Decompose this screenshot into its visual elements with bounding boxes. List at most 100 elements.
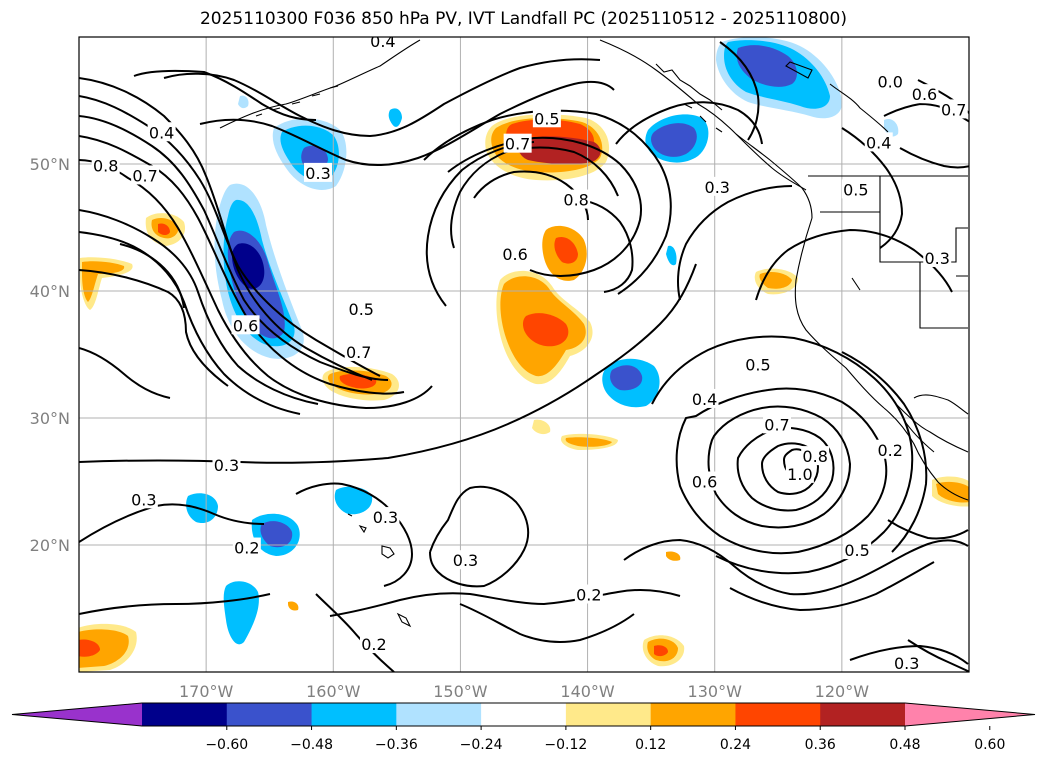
contour-line — [79, 503, 265, 543]
neg-region — [186, 493, 218, 524]
contour-label: 0.6 — [692, 473, 717, 492]
aleutian-islands — [255, 85, 339, 117]
contour-line — [677, 185, 793, 301]
contour-line — [79, 269, 229, 387]
colorbar-tick-label: 0.60 — [974, 737, 1005, 753]
contour-label-bg — [785, 463, 814, 483]
contour-label: 0.5 — [844, 541, 869, 560]
mexico-mainland — [913, 394, 969, 415]
contour-line — [329, 588, 681, 617]
lon-tick-label: 140°W — [560, 682, 615, 701]
pos-region — [654, 645, 668, 657]
contour-label: 0.3 — [373, 508, 398, 527]
contour-line — [707, 405, 852, 529]
lat-tick-label: 40°N — [30, 282, 70, 301]
longitude-labels: 170°W 160°W 150°W 140°W 130°W 120°W — [179, 682, 869, 701]
contour-label: 0.2 — [361, 635, 386, 654]
colorbar-tick-label: 0.12 — [635, 737, 666, 753]
contour-label-bg — [344, 341, 373, 361]
contour-label-bg — [147, 122, 176, 142]
contour-label-bg — [212, 454, 241, 474]
coastlines — [219, 39, 969, 628]
contour-label: 0.8 — [93, 156, 118, 175]
colorbar-tick-label: −0.24 — [460, 737, 503, 753]
plot-title: 2025110300 F036 850 hPa PV, IVT Landfall… — [199, 9, 847, 29]
contour-line — [79, 593, 271, 615]
contour-label-bg — [864, 132, 893, 152]
contour-labels: 0.40.80.7 0.30.40.50.60.70.50.70.80.60.30… — [91, 32, 968, 673]
contour-label: 0.7 — [764, 415, 789, 434]
contour-label-bg — [801, 446, 830, 466]
contour-label-bg — [743, 354, 772, 374]
contour-label-bg — [690, 388, 719, 408]
contour-label: 0.6 — [233, 316, 258, 335]
contour-line — [119, 243, 185, 309]
latitude-labels: 20°N 30°N 40°N 50°N — [30, 155, 70, 555]
contour-label-bg — [232, 537, 261, 557]
contour-line — [887, 519, 969, 540]
contour-line — [133, 69, 317, 121]
contour-line — [760, 442, 819, 495]
contour-label-bg — [574, 584, 603, 604]
contour-label: 0.4 — [370, 32, 395, 51]
contour-line — [719, 41, 760, 141]
contour-label-bg — [562, 189, 591, 209]
contour-line — [79, 347, 171, 399]
contour-label-bg — [131, 165, 160, 185]
colorbar: −0.60 −0.48 −0.36 −0.24 −0.12 0.12 0.24 0.36 0.4… — [11, 702, 1036, 753]
contour-line — [579, 199, 634, 293]
contour-label: 0.3 — [131, 490, 156, 509]
colorbar-segment — [481, 703, 567, 726]
pos-region — [522, 313, 569, 347]
us-west-coast — [794, 217, 885, 409]
contour-label-bg — [304, 162, 333, 182]
contour-label-bg — [910, 84, 939, 104]
colorbar-segment — [650, 703, 736, 726]
contour-label: 0.5 — [745, 356, 770, 375]
neg-region — [260, 521, 293, 548]
contour-label-bg — [876, 439, 905, 459]
contour-label: 0.3 — [305, 164, 330, 183]
contour-label-bg — [347, 298, 376, 318]
lon-tick-label: 160°W — [306, 682, 361, 701]
colorbar-segment — [311, 703, 397, 726]
neg-region — [651, 123, 697, 157]
colorbar-extend-low — [12, 703, 142, 726]
contour-label: 0.2 — [877, 441, 902, 460]
pos-region — [158, 223, 170, 235]
lat-tick-label: 50°N — [30, 155, 70, 174]
baja-coast — [883, 407, 969, 501]
contour-line — [907, 639, 969, 672]
contour-line — [459, 603, 635, 643]
contour-label: 0.3 — [453, 551, 478, 570]
pos-region — [79, 639, 100, 657]
contour-label-bg — [371, 507, 400, 527]
contour-label-bg — [923, 247, 952, 267]
colorbar-extend-high — [905, 703, 1035, 726]
neg-region — [610, 365, 643, 391]
colorbar-segment — [396, 703, 482, 726]
contour-label-bg — [703, 176, 732, 196]
lon-tick-label: 150°W — [433, 682, 488, 701]
contour-label-bg — [368, 37, 397, 50]
pv-shading — [79, 37, 969, 672]
contour-line — [675, 387, 888, 555]
contour-line — [79, 115, 389, 381]
contour-label: 0.8 — [802, 447, 827, 466]
contour-label: 0.7 — [505, 135, 530, 154]
contour-line — [899, 147, 969, 169]
contour-label: 0.3 — [894, 654, 919, 673]
colorbar-outline — [11, 702, 1036, 727]
contour-line — [423, 109, 672, 295]
contour-label-bg — [841, 179, 870, 199]
contour-line — [79, 209, 319, 405]
contour-label: 0.4 — [866, 133, 891, 152]
colorbar-segment — [735, 703, 821, 726]
contour-line — [425, 141, 535, 307]
contour-line — [315, 593, 395, 672]
small-island — [785, 61, 813, 79]
pos-region — [554, 236, 578, 264]
contour-line — [849, 644, 969, 665]
plot-frame — [78, 36, 970, 673]
